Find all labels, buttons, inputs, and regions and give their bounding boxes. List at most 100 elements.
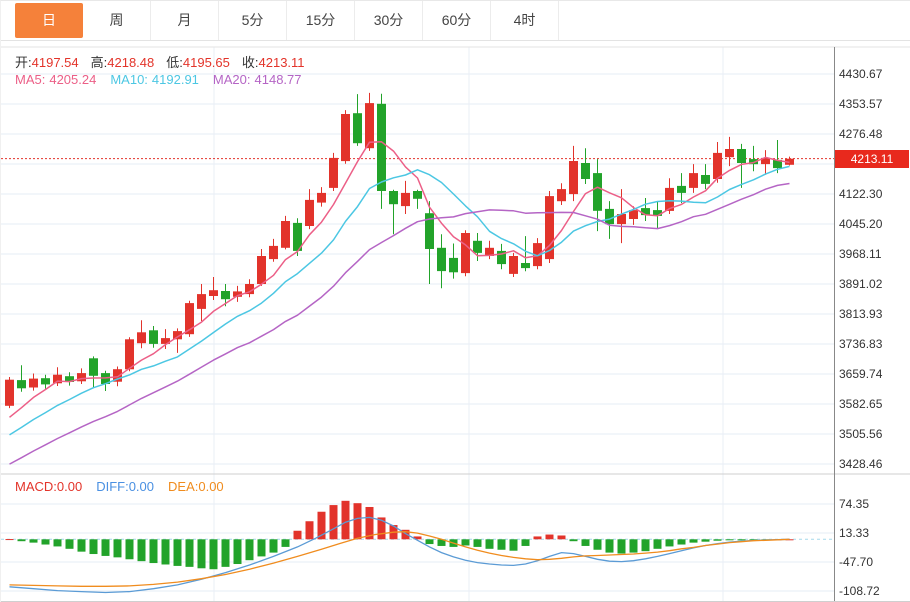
candle xyxy=(209,277,218,300)
price-tick-label: 4430.67 xyxy=(839,67,883,81)
candle xyxy=(689,164,698,193)
close-label: 收: xyxy=(241,55,259,70)
macd-bar xyxy=(365,506,374,540)
tab-day[interactable]: 日 xyxy=(15,3,83,38)
candle xyxy=(773,140,782,174)
macd-bar xyxy=(293,530,302,540)
open-label: 开: xyxy=(15,55,32,70)
candle xyxy=(149,326,158,348)
tab-15min[interactable]: 15分 xyxy=(287,1,355,40)
candle xyxy=(605,201,614,239)
candle xyxy=(749,145,758,172)
candle xyxy=(377,93,386,209)
macd-bar xyxy=(257,539,266,557)
macd-bar xyxy=(245,539,254,561)
candle xyxy=(137,320,146,349)
candle xyxy=(5,377,14,409)
candle xyxy=(293,218,302,256)
candle xyxy=(53,367,62,386)
candle xyxy=(761,150,770,175)
tab-5min[interactable]: 5分 xyxy=(219,1,287,40)
candle xyxy=(581,148,590,184)
tab-week[interactable]: 周 xyxy=(83,1,151,40)
candle xyxy=(305,189,314,230)
current-price-tag: 4213.11 xyxy=(835,150,909,168)
candle xyxy=(269,238,278,262)
tab-month[interactable]: 月 xyxy=(151,1,219,40)
macd-bar xyxy=(521,539,530,546)
macd-bar xyxy=(197,539,206,569)
macd-bar xyxy=(101,539,110,556)
candle xyxy=(341,110,350,164)
macd-bar xyxy=(185,539,194,567)
macd-bar xyxy=(89,539,98,555)
tab-4hour[interactable]: 4时 xyxy=(491,1,559,40)
macd-bar xyxy=(329,505,338,540)
macd-bar xyxy=(377,517,386,540)
macd-bar xyxy=(485,539,494,549)
candle xyxy=(41,374,50,389)
macd-bar xyxy=(473,539,482,547)
macd-bar xyxy=(425,539,434,545)
macd-bar xyxy=(65,539,74,549)
macd-bar xyxy=(341,500,350,540)
macd-bar xyxy=(281,539,290,547)
candle xyxy=(437,234,446,289)
macd-label: MACD: xyxy=(15,479,57,494)
candle xyxy=(533,238,542,270)
macd-value: 0.00 xyxy=(56,479,83,494)
candle xyxy=(737,143,746,188)
candle xyxy=(365,92,374,151)
candle xyxy=(245,279,254,298)
dea-line xyxy=(9,531,790,587)
candle xyxy=(677,173,686,204)
macd-tick-label: 13.33 xyxy=(839,526,870,540)
macd-bar xyxy=(317,511,326,540)
price-tick-label: 4122.30 xyxy=(839,187,883,201)
macd-bar xyxy=(233,539,242,565)
candle xyxy=(653,201,662,228)
macd-bar xyxy=(413,536,422,540)
price-tick-label: 3505.56 xyxy=(839,427,883,441)
tab-30min[interactable]: 30分 xyxy=(355,1,423,40)
diff-line xyxy=(9,516,790,594)
ohlc-legend: 开:4197.54 高:4218.48 低:4195.65 收:4213.11 xyxy=(15,52,317,71)
candle xyxy=(89,356,98,388)
close-value: 4213.11 xyxy=(258,55,305,70)
macd-bar xyxy=(437,539,446,546)
macd-bar xyxy=(533,536,542,540)
candle xyxy=(173,328,182,353)
low-value: 4195.65 xyxy=(182,55,230,70)
macd-legend: MACD:0.00 DIFF:0.00 DEA:0.00 xyxy=(15,479,238,494)
macd-tick-label: -47.70 xyxy=(839,555,874,569)
candle xyxy=(161,329,170,349)
macd-bar xyxy=(665,539,674,547)
main-chart-plot-area[interactable] xyxy=(1,47,834,474)
candle xyxy=(641,198,650,221)
macd-bar xyxy=(161,539,170,565)
macd-bar xyxy=(221,539,230,567)
macd-bar xyxy=(569,539,578,542)
candle xyxy=(389,189,398,235)
macd-bar xyxy=(17,539,26,542)
candle xyxy=(197,284,206,321)
high-label: 高: xyxy=(90,55,108,70)
macd-bar xyxy=(137,539,146,562)
macd-bar xyxy=(497,539,506,550)
candle xyxy=(185,300,194,337)
macd-bar xyxy=(401,529,410,540)
candle xyxy=(557,183,566,205)
candle xyxy=(425,201,434,284)
ma20-line xyxy=(9,182,790,465)
price-tick-label: 3736.83 xyxy=(839,337,883,351)
tab-60min[interactable]: 60分 xyxy=(423,1,491,40)
macd-bar xyxy=(617,539,626,554)
macd-bar xyxy=(5,539,14,541)
macd-bar xyxy=(509,539,518,551)
macd-bar xyxy=(689,539,698,543)
diff-label: DIFF: xyxy=(96,479,129,494)
candle xyxy=(497,243,506,270)
candle xyxy=(233,285,242,302)
ma10-label: MA10: xyxy=(110,72,148,87)
macd-bar xyxy=(173,539,182,566)
